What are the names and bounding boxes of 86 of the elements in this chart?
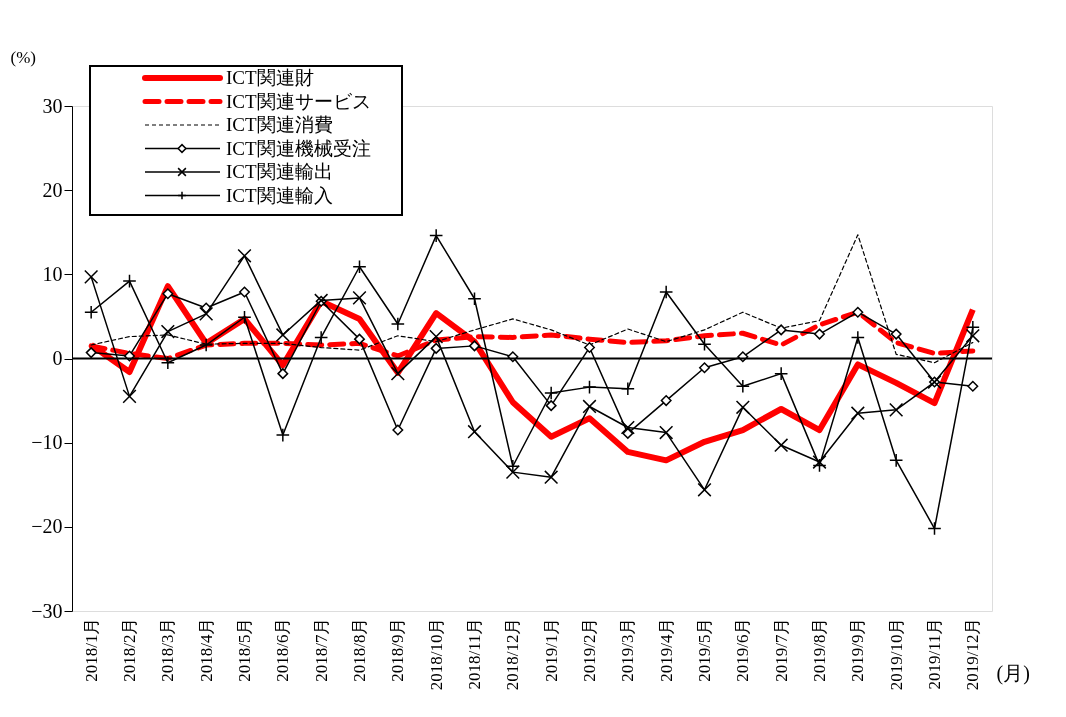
legend-label: ICT関連輸入 bbox=[226, 184, 333, 206]
point bbox=[237, 310, 252, 325]
point bbox=[352, 290, 367, 305]
x-tick-label: 2018/11月 bbox=[465, 617, 484, 690]
point bbox=[889, 402, 904, 417]
point bbox=[697, 337, 712, 352]
legend-label: ICT関連機械受注 bbox=[226, 137, 371, 159]
point bbox=[699, 362, 710, 374]
point bbox=[850, 330, 865, 345]
x-tick-label: 2019/7月 bbox=[771, 617, 791, 682]
point bbox=[429, 329, 444, 344]
y-tick-label: 10 bbox=[42, 262, 63, 285]
x-tick-label: 2018/7月 bbox=[311, 617, 331, 682]
point bbox=[775, 324, 787, 336]
x-tick-label: 2019/10月 bbox=[886, 617, 906, 691]
point bbox=[429, 228, 444, 243]
x-tick-label: 2019/4月 bbox=[656, 617, 676, 682]
point bbox=[390, 366, 405, 381]
x-tick-label: 2019/9月 bbox=[848, 617, 868, 682]
legend-label: ICT関連輸出 bbox=[226, 161, 333, 182]
point bbox=[774, 438, 789, 453]
point bbox=[545, 400, 557, 412]
point bbox=[967, 380, 979, 392]
point bbox=[582, 399, 597, 414]
point bbox=[277, 368, 289, 380]
point bbox=[620, 420, 635, 435]
point bbox=[162, 288, 174, 300]
point bbox=[584, 342, 595, 354]
point bbox=[850, 406, 865, 421]
x-tick-label: 2018/4月 bbox=[196, 617, 216, 682]
x-tick-label: 2019/5月 bbox=[695, 617, 714, 682]
x-tick-label: 2018/3月 bbox=[158, 617, 178, 682]
point bbox=[122, 389, 137, 404]
point bbox=[122, 273, 137, 289]
point bbox=[467, 424, 482, 439]
legend-label: ICT関連財 bbox=[226, 67, 314, 88]
x-tick-label: 2019/2月 bbox=[580, 617, 599, 682]
point bbox=[622, 427, 634, 439]
point bbox=[812, 454, 827, 470]
legend-label: ICT関連サービス bbox=[226, 90, 371, 112]
point bbox=[544, 470, 559, 485]
x-tick-label: 2018/5月 bbox=[235, 617, 254, 682]
point bbox=[392, 424, 404, 436]
y-tick-label: 30 bbox=[42, 94, 63, 117]
point bbox=[430, 342, 442, 354]
point bbox=[890, 328, 902, 340]
point bbox=[852, 306, 864, 318]
x-tick-label: 2018/10月 bbox=[426, 617, 446, 691]
point bbox=[275, 327, 290, 343]
x-tick-label: 2019/11月 bbox=[925, 617, 944, 690]
x-tick-label: 2019/12月 bbox=[963, 617, 983, 691]
x-axis-title: (月) bbox=[996, 661, 1030, 685]
x-tick-label: 2018/8月 bbox=[350, 617, 369, 682]
point bbox=[160, 324, 175, 339]
point bbox=[85, 347, 97, 359]
point bbox=[352, 259, 367, 274]
point bbox=[469, 340, 480, 352]
x-tick-label: 2018/6月 bbox=[273, 617, 293, 682]
y-tick-label: 0 bbox=[52, 347, 63, 369]
legend-label: ICT関連消費 bbox=[226, 114, 333, 135]
x-tick-label: 2018/9月 bbox=[388, 617, 408, 682]
point bbox=[239, 286, 250, 298]
y-tick-label: −20 bbox=[31, 515, 63, 538]
point bbox=[735, 400, 750, 415]
point bbox=[199, 306, 214, 321]
y-axis-title: (%) bbox=[10, 47, 36, 67]
x-tick-label: 2019/1月 bbox=[541, 617, 561, 682]
x-tick-label: 2019/3月 bbox=[618, 617, 638, 682]
point bbox=[84, 269, 99, 284]
point bbox=[814, 328, 825, 340]
point bbox=[697, 482, 712, 497]
y-tick-label: −10 bbox=[31, 431, 63, 454]
point bbox=[660, 395, 672, 407]
point bbox=[659, 425, 674, 440]
y-tick-label: 20 bbox=[42, 178, 63, 201]
point bbox=[927, 521, 942, 536]
point bbox=[314, 330, 329, 345]
point bbox=[354, 333, 365, 345]
point bbox=[237, 248, 252, 263]
x-tick-label: 2019/8月 bbox=[810, 617, 829, 682]
point bbox=[582, 380, 597, 395]
x-tick-label: 2018/1月 bbox=[81, 617, 101, 682]
x-tick-label: 2018/2月 bbox=[120, 617, 139, 682]
x-tick-label: 2018/12月 bbox=[503, 617, 523, 691]
x-tick-label: 2019/6月 bbox=[733, 617, 753, 682]
y-tick-label: −30 bbox=[31, 599, 63, 622]
